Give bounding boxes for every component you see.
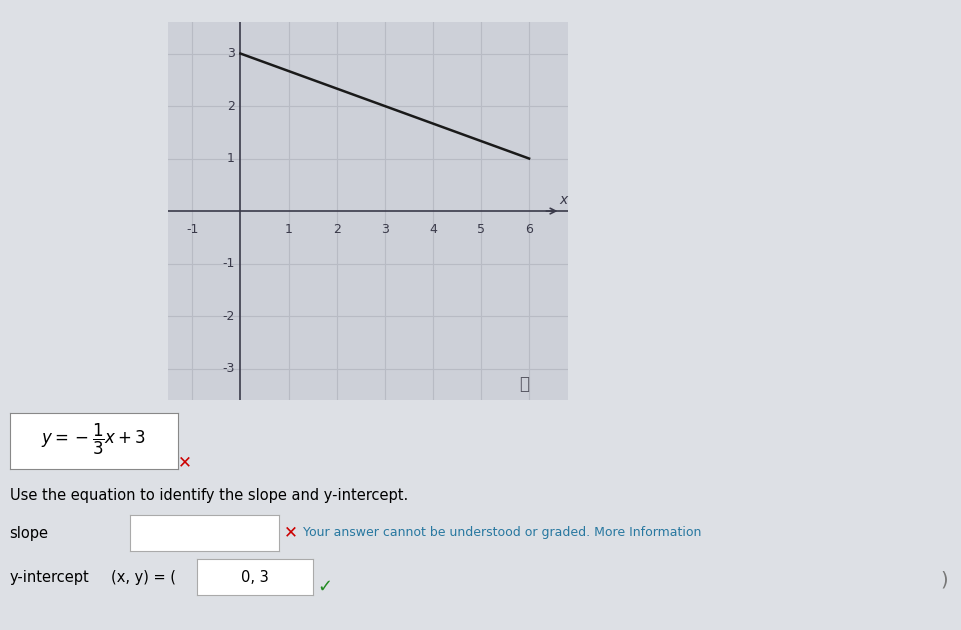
Text: -3: -3 bbox=[222, 362, 234, 375]
Text: slope: slope bbox=[10, 526, 49, 541]
Text: (x, y) = (: (x, y) = ( bbox=[111, 570, 176, 585]
Text: 0, 3: 0, 3 bbox=[241, 570, 268, 585]
Text: 6: 6 bbox=[525, 222, 532, 236]
Text: 1: 1 bbox=[284, 222, 292, 236]
Text: ✕: ✕ bbox=[283, 524, 297, 541]
Text: -2: -2 bbox=[222, 309, 234, 323]
Text: -1: -1 bbox=[186, 222, 198, 236]
Text: 2: 2 bbox=[227, 100, 234, 113]
Text: ✓: ✓ bbox=[317, 578, 333, 596]
Text: 3: 3 bbox=[227, 47, 234, 60]
Text: 3: 3 bbox=[381, 222, 388, 236]
Text: 2: 2 bbox=[333, 222, 340, 236]
Text: 4: 4 bbox=[429, 222, 436, 236]
Text: ✕: ✕ bbox=[178, 453, 191, 471]
Text: ⓘ: ⓘ bbox=[519, 375, 529, 393]
Text: 1: 1 bbox=[227, 152, 234, 165]
Text: Use the equation to identify the slope and y-intercept.: Use the equation to identify the slope a… bbox=[10, 488, 407, 503]
Text: y-intercept: y-intercept bbox=[10, 570, 89, 585]
Text: ): ) bbox=[939, 570, 947, 589]
Text: x: x bbox=[559, 193, 567, 207]
Text: Your answer cannot be understood or graded. More Information: Your answer cannot be understood or grad… bbox=[303, 526, 701, 539]
Text: 5: 5 bbox=[477, 222, 484, 236]
Text: $y = -\dfrac{1}{3}x + 3$: $y = -\dfrac{1}{3}x + 3$ bbox=[41, 422, 146, 457]
Text: -1: -1 bbox=[222, 257, 234, 270]
